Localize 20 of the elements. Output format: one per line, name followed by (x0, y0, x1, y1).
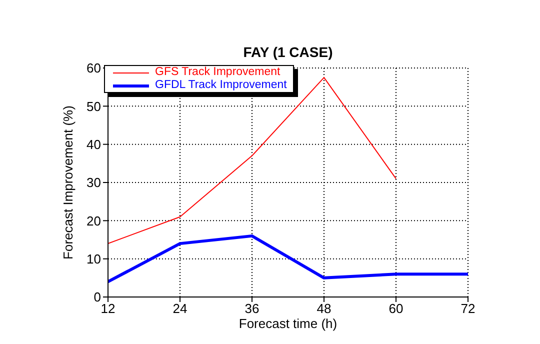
y-tick-label: 0 (94, 290, 101, 305)
x-tick-label: 12 (100, 301, 116, 316)
x-axis-title: Forecast time (h) (238, 316, 338, 332)
y-tick-label: 30 (86, 175, 101, 190)
y-tick-label: 40 (86, 136, 101, 152)
x-tick-label: 24 (172, 301, 188, 316)
legend-label: GFS Track Improvement (155, 66, 280, 79)
y-tick-label: 10 (86, 251, 101, 266)
x-tick-label: 48 (316, 301, 332, 316)
chart-title: FAY (1 CASE) (242, 44, 334, 60)
x-tick-label: 36 (244, 301, 260, 316)
y-tick-label: 50 (86, 98, 101, 114)
line-series (108, 77, 396, 244)
x-tick-label: 60 (388, 301, 404, 316)
legend-label: GFDL Track Improvement (155, 79, 287, 92)
y-tick-label: 60 (86, 60, 101, 76)
x-tick-label: 72 (460, 301, 476, 316)
y-tick-label: 20 (86, 213, 101, 228)
y-axis-title: Forecast Improvement (%) (60, 106, 76, 260)
line-series (108, 234, 468, 284)
